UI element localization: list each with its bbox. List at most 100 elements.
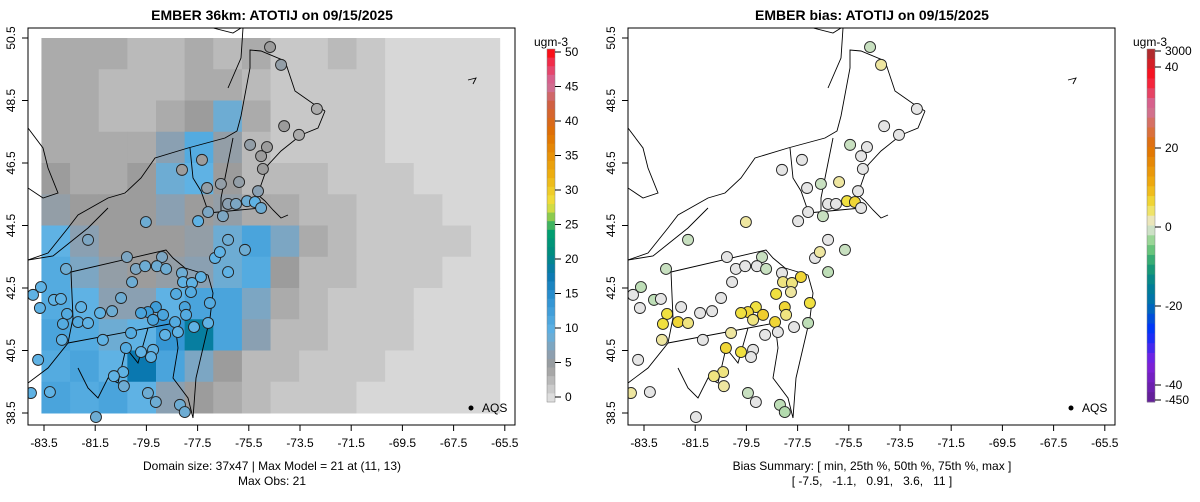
grid-cell (413, 225, 443, 258)
x-tick-label: -75.5 (235, 436, 263, 450)
grid-cell (213, 38, 243, 70)
site-marker (661, 307, 673, 320)
site-marker (628, 288, 639, 301)
x-tick-label: -83.5 (630, 436, 658, 450)
site-marker (717, 380, 730, 393)
colorbar-segment (547, 393, 555, 403)
site-marker (682, 317, 694, 329)
site-marker (822, 233, 835, 246)
colorbar-segment (1147, 107, 1155, 119)
grid-cell (385, 225, 415, 258)
grid-cell (270, 319, 300, 351)
colorbar-segment (547, 290, 555, 300)
colorbar-segment (547, 74, 555, 84)
grid-cell (241, 69, 272, 101)
x-tick-label: -81.5 (82, 436, 110, 450)
bias-colorbar: 3000 40 20 0 -20 -40-450 (1146, 44, 1192, 407)
site-marker (264, 41, 276, 54)
colorbar-tick-label: 40 (1165, 60, 1179, 74)
x-tick-label: -67.5 (440, 436, 468, 450)
site-marker (278, 120, 291, 133)
grid-cell (356, 350, 386, 383)
colorbar-segment (547, 376, 555, 386)
grid-cell (70, 38, 100, 70)
colorbar-tick-label: 45 (565, 80, 579, 94)
colorbar-tick-label: 0 (1165, 220, 1172, 234)
site-marker (628, 387, 637, 399)
grid-cell (41, 100, 71, 133)
grid-cell (442, 350, 472, 383)
colorbar-segment (1147, 294, 1155, 305)
site-marker (192, 215, 205, 228)
grid-cell (471, 69, 501, 101)
grid-cell (241, 100, 272, 133)
colorbar-tick-label: 40 (565, 114, 579, 128)
colorbar-segment (1147, 49, 1155, 60)
site-marker (910, 102, 923, 115)
grid-cell (98, 69, 128, 101)
colorbar-segment (1147, 382, 1155, 393)
colorbar-segment (547, 238, 555, 248)
grid-cell (184, 350, 214, 383)
site-marker (682, 233, 694, 246)
colorbar-segment (1147, 186, 1155, 197)
colorbar-tick-label: 25 (565, 218, 579, 232)
site-marker (61, 307, 73, 320)
site-marker (196, 153, 208, 166)
colorbar-segment (547, 117, 555, 127)
colorbar-segment (547, 281, 555, 291)
site-marker (830, 197, 842, 210)
colorbar-segment (1147, 137, 1155, 148)
y-tick-label: 42.5 (604, 276, 618, 300)
colorbar-tick-label: 3000 (1165, 44, 1192, 58)
y-tick-label: 44.5 (604, 213, 618, 237)
site-marker (255, 202, 268, 214)
colorbar-segment (547, 135, 555, 145)
y-tick-label: 46.5 (604, 151, 618, 175)
grid-cell (471, 100, 501, 133)
colorbar-segment (547, 126, 555, 136)
grid-cell (70, 163, 100, 195)
site-marker (784, 286, 797, 299)
grid-cell (299, 319, 329, 351)
site-marker (741, 387, 754, 399)
site-marker (822, 266, 835, 279)
x-tick-label: -79.5 (733, 436, 761, 450)
colorbar-segment (1147, 284, 1155, 295)
site-marker (771, 326, 784, 339)
site-marker (745, 351, 757, 364)
grid-cell (213, 350, 243, 383)
grid-cell (327, 381, 357, 414)
site-marker (770, 287, 783, 300)
grid-cell (471, 288, 501, 320)
site-marker (655, 333, 668, 346)
site-marker (833, 176, 846, 189)
site-marker (214, 177, 227, 190)
grid-cell (442, 69, 472, 101)
colorbar-segment (547, 143, 555, 153)
grid-cell (327, 225, 357, 258)
map-outlines (628, 28, 1077, 419)
site-marker (756, 251, 768, 264)
colorbar-segment (1147, 323, 1155, 334)
site-marker (33, 302, 46, 314)
colorbar-segment (547, 92, 555, 102)
grid-cell (41, 38, 71, 70)
y-tick-label: 50.5 (4, 26, 18, 50)
colorbar-segment (547, 315, 555, 325)
colorbar-segment (547, 186, 555, 196)
grid-cell (327, 350, 357, 383)
colorbar-tick-label: 15 (565, 287, 579, 301)
site-marker (813, 246, 826, 259)
colorbar-segment (1147, 156, 1155, 168)
site-marker (107, 370, 120, 383)
grid-cell (156, 38, 186, 70)
colorbar-segment (547, 264, 555, 274)
site-marker (145, 351, 157, 364)
grid-cell (356, 163, 386, 195)
colorbar-segment (547, 178, 555, 188)
grid-cell (327, 131, 357, 164)
site-marker (120, 251, 133, 264)
grid-cell (98, 225, 128, 258)
colorbar-segment (547, 341, 555, 351)
